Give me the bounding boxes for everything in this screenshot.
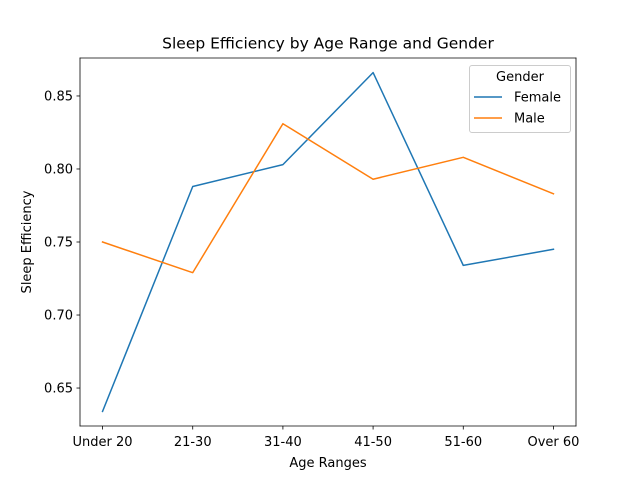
legend-label-female: Female xyxy=(514,91,561,106)
y-tick-label: 0.80 xyxy=(44,162,73,177)
y-tick-label: 0.75 xyxy=(44,236,73,251)
plot-frame xyxy=(79,57,577,427)
y-axis: 0.65 0.70 0.75 0.80 0.85 xyxy=(44,89,80,397)
series-line-female xyxy=(101,71,555,413)
y-tick-label: 0.85 xyxy=(44,89,73,104)
x-tick-label: 21-30 xyxy=(174,435,212,450)
x-tick-label: Over 60 xyxy=(527,435,579,450)
legend-box xyxy=(469,65,571,133)
x-axis-label: Age Ranges xyxy=(289,456,366,471)
y-axis-label: Sleep Efficiency xyxy=(20,190,35,293)
legend-title: Gender xyxy=(496,70,545,85)
x-axis: Under 20 21-30 31-40 41-50 51-60 Over 60 xyxy=(73,426,579,450)
series-line-male xyxy=(101,122,555,274)
legend-label-male: Male xyxy=(514,112,545,127)
series-lines xyxy=(101,71,555,413)
legend: Gender Female Male xyxy=(469,65,571,133)
x-tick-label: 41-50 xyxy=(354,435,392,450)
y-tick-label: 0.70 xyxy=(44,309,73,324)
y-tick-label: 0.65 xyxy=(44,382,73,397)
chart-title: Sleep Efficiency by Age Range and Gender xyxy=(162,35,494,53)
x-tick-label: Under 20 xyxy=(73,435,133,450)
legend-items: Female Male xyxy=(474,91,561,127)
x-tick-label: 31-40 xyxy=(264,435,302,450)
x-tick-label: 51-60 xyxy=(444,435,482,450)
